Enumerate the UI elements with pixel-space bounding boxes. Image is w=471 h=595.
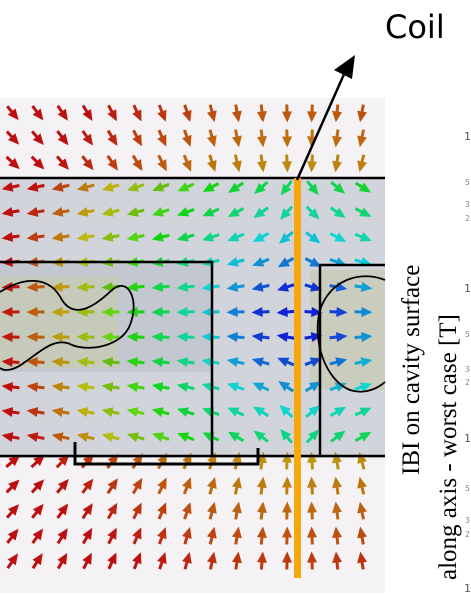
edge-tick: 3 — [465, 365, 470, 374]
edge-tick: 5 — [465, 178, 470, 187]
coil-label: Coil — [385, 8, 445, 46]
edge-tick: 1 — [464, 432, 471, 445]
edge-tick: 1 — [464, 582, 471, 595]
edge-tick: 2 — [465, 530, 470, 539]
edge-tick: 1 — [464, 282, 471, 295]
background-layer — [0, 98, 385, 593]
edge-tick: 3 — [465, 200, 470, 209]
edge-tick: 5 — [465, 330, 470, 339]
y-axis-label-line2: along axis - worst case [T] — [435, 314, 463, 580]
coil-bar — [294, 178, 301, 578]
edge-tick: 1 — [464, 130, 471, 143]
edge-tick: 5 — [465, 484, 470, 493]
edge-tick: 2 — [465, 214, 470, 223]
edge-tick: 2 — [465, 378, 470, 387]
edge-tick: 3 — [465, 516, 470, 525]
y-axis-label-line1: IBI on cavity surface — [398, 265, 426, 475]
